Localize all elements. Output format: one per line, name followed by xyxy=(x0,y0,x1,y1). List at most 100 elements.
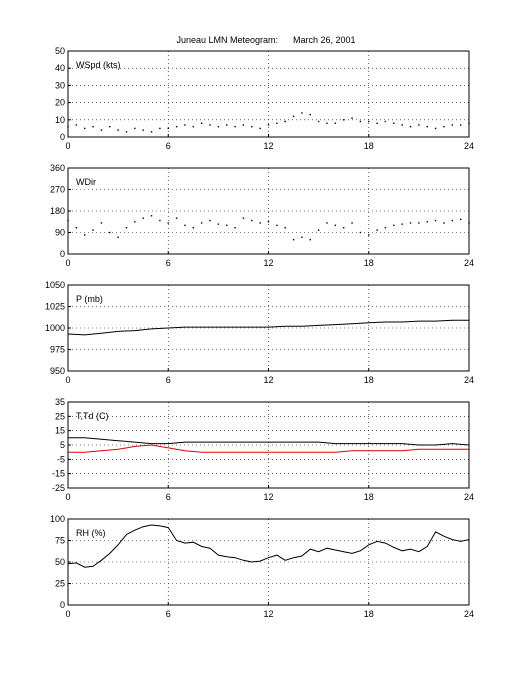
data-point xyxy=(459,218,462,221)
data-point xyxy=(251,219,253,222)
x-tick-label: 24 xyxy=(464,609,474,619)
y-tick-label: 1000 xyxy=(45,323,65,333)
data-point xyxy=(209,219,211,222)
x-tick-label: 12 xyxy=(263,258,273,268)
data-point xyxy=(125,131,128,133)
x-tick-label: 12 xyxy=(263,492,273,502)
x-tick-label: 0 xyxy=(65,609,70,619)
y-tick-label: 1025 xyxy=(45,302,65,312)
series-line xyxy=(67,319,469,336)
y-tick-label: 0 xyxy=(60,132,65,142)
data-point xyxy=(434,127,437,130)
x-tick-label: 24 xyxy=(464,375,474,385)
data-point xyxy=(351,117,353,119)
data-point xyxy=(351,222,353,224)
data-point xyxy=(384,227,387,229)
y-tick-label: 25 xyxy=(55,579,65,589)
x-tick-label: 24 xyxy=(464,141,474,151)
data-point xyxy=(184,224,186,227)
data-point xyxy=(401,223,403,225)
data-point xyxy=(276,224,278,227)
x-tick-label: 6 xyxy=(166,609,171,619)
y-tick-label: 5 xyxy=(60,440,65,450)
data-point xyxy=(267,124,270,126)
data-point xyxy=(226,224,228,227)
data-point xyxy=(226,124,228,126)
data-point xyxy=(459,124,462,126)
data-point xyxy=(317,229,320,231)
y-tick-label: 975 xyxy=(50,345,65,355)
data-point xyxy=(84,127,86,130)
y-tick-label: 180 xyxy=(50,206,65,216)
data-point xyxy=(276,122,278,124)
data-point xyxy=(384,120,387,123)
data-point xyxy=(192,125,195,128)
y-tick-label: 35 xyxy=(55,397,65,407)
data-point xyxy=(309,238,311,241)
data-point xyxy=(117,129,119,131)
y-tick-label: 50 xyxy=(55,557,65,567)
y-tick-label: 30 xyxy=(55,80,65,90)
data-point xyxy=(267,221,270,223)
data-point xyxy=(443,222,445,224)
data-point xyxy=(175,125,178,128)
data-point xyxy=(251,125,253,128)
data-point xyxy=(418,222,420,224)
x-tick-label: 24 xyxy=(464,258,474,268)
data-point xyxy=(109,231,111,234)
y-tick-label: -15 xyxy=(52,469,65,479)
data-point xyxy=(259,127,261,130)
y-tick-label: 1050 xyxy=(45,280,65,290)
x-tick-label: 18 xyxy=(364,609,374,619)
x-tick-label: 6 xyxy=(166,258,171,268)
data-point xyxy=(217,125,220,128)
data-point xyxy=(301,112,303,114)
panel-label: WDir xyxy=(76,177,96,187)
data-point xyxy=(234,125,236,128)
data-point xyxy=(175,217,178,219)
data-point xyxy=(393,122,395,124)
data-point xyxy=(376,229,378,231)
data-point xyxy=(309,113,311,116)
data-point xyxy=(342,119,345,121)
series-line xyxy=(67,524,470,568)
x-tick-label: 12 xyxy=(263,141,273,151)
data-point xyxy=(334,224,337,227)
y-tick-label: 75 xyxy=(55,536,65,546)
data-point xyxy=(150,131,153,133)
y-tick-label: 100 xyxy=(50,514,65,524)
data-point xyxy=(368,234,370,236)
data-point xyxy=(326,122,328,124)
data-point xyxy=(418,124,420,126)
data-point xyxy=(292,238,295,241)
data-point xyxy=(284,120,286,123)
x-tick-label: 6 xyxy=(166,375,171,385)
data-point xyxy=(242,217,245,219)
x-tick-label: 24 xyxy=(464,492,474,502)
x-tick-label: 0 xyxy=(65,375,70,385)
x-tick-label: 6 xyxy=(166,492,171,502)
y-tick-label: 270 xyxy=(50,185,65,195)
y-tick-label: 40 xyxy=(55,63,65,73)
data-point xyxy=(100,129,103,131)
data-point xyxy=(284,227,286,229)
data-point xyxy=(159,219,161,222)
data-point xyxy=(134,127,136,130)
data-point xyxy=(426,221,428,223)
data-point xyxy=(401,124,403,126)
data-point xyxy=(117,236,119,238)
data-point xyxy=(434,219,437,222)
data-point xyxy=(451,124,453,126)
panel-label: WSpd (kts) xyxy=(76,60,121,70)
data-point xyxy=(159,127,161,130)
data-point xyxy=(125,227,128,229)
x-tick-label: 18 xyxy=(364,375,374,385)
data-point xyxy=(359,231,362,234)
data-point xyxy=(150,215,153,217)
data-point xyxy=(234,227,236,229)
x-tick-label: 6 xyxy=(166,141,171,151)
y-tick-label: -5 xyxy=(57,454,65,464)
data-point xyxy=(368,120,370,123)
x-tick-label: 18 xyxy=(364,258,374,268)
data-point xyxy=(426,125,428,128)
